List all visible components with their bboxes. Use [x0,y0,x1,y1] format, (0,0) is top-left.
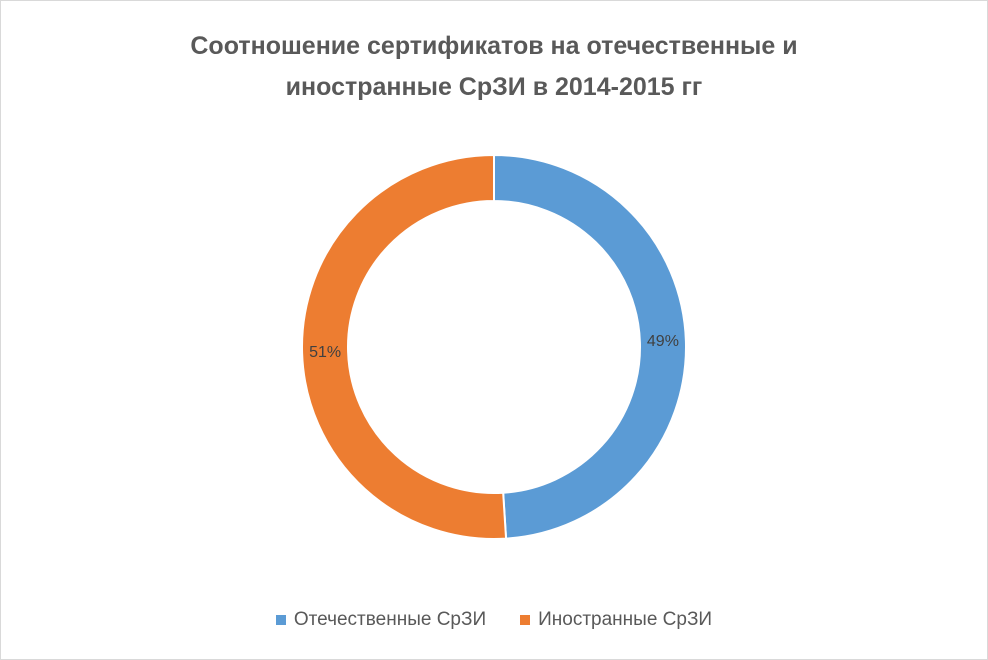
legend: Отечественные СрЗИ Иностранные СрЗИ [0,609,988,631]
data-label-domestic: 49% [647,333,679,350]
legend-item-domestic: Отечественные СрЗИ [275,609,487,631]
chart-title-line2: иностранные СрЗИ в 2014-2015 гг [285,73,703,101]
chart-title: Соотношение сертификатов на отечественны… [0,26,988,108]
chart-title-line1: Соотношение сертификатов на отечественны… [190,32,798,60]
slice-foreign [301,153,508,540]
legend-label-domestic: Отечественные СрЗИ [293,609,487,630]
doughnut-slices [301,153,687,540]
legend-item-foreign: Иностранные СрЗИ [520,609,712,631]
data-labels: 49% 51% [309,333,679,361]
slice-domestic [493,153,687,540]
data-label-foreign: 51% [309,344,341,361]
legend-swatch-foreign [520,615,531,625]
legend-swatch-domestic [275,615,286,625]
legend-label-foreign: Иностранные СрЗИ [538,609,713,630]
